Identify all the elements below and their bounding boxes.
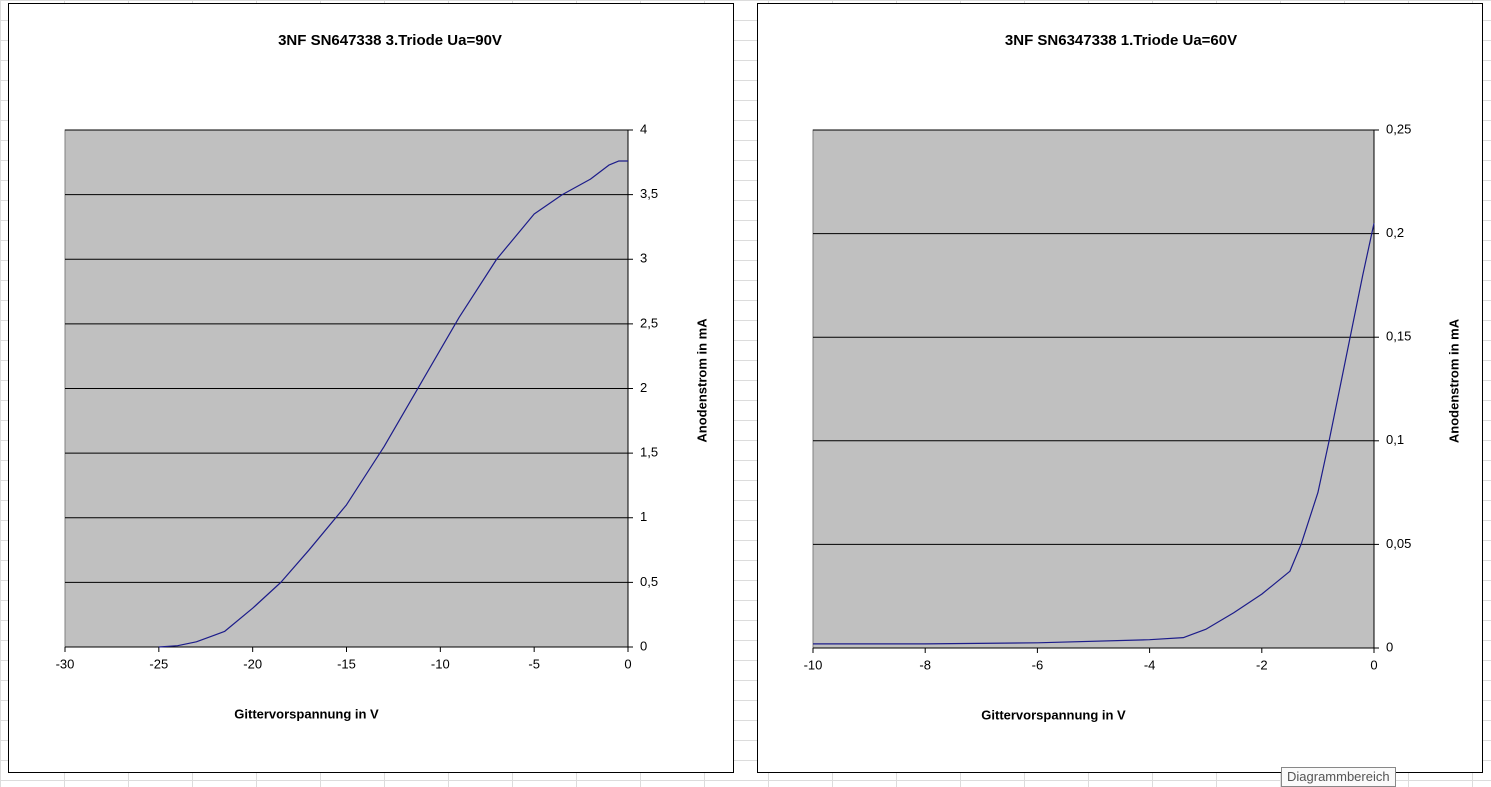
chart-title: 3NF SN6347338 1.Triode Ua=60V [1005,32,1237,49]
plot-area [812,129,1375,649]
y-tick-label: 1,5 [640,445,658,460]
x-axis-title: Gittervorspannung in V [981,707,1126,722]
x-tick-label: -10 [431,656,450,671]
y-tick-label: 2,5 [640,315,658,330]
y-axis-title: Anodenstrom in mA [1446,318,1461,443]
x-tick-label: -4 [1144,657,1156,672]
chart-title: 3NF SN647338 3.Triode Ua=90V [278,32,502,49]
x-tick-label: -6 [1032,657,1044,672]
y-tick-label: 3 [640,251,647,266]
y-tick-label: 0,25 [1386,121,1411,136]
x-tick-label: 0 [624,656,631,671]
x-tick-label: -10 [804,657,823,672]
x-tick-label: -15 [337,656,356,671]
y-tick-label: 2 [640,380,647,395]
y-tick-label: 1 [640,509,647,524]
y-tick-label: 0,05 [1386,536,1411,551]
data-line [158,160,628,648]
tooltip: Diagrammbereich [1281,767,1396,787]
data-line [813,223,1375,645]
y-tick-label: 0 [640,638,647,653]
y-tick-label: 0,5 [640,574,658,589]
y-tick-label: 4 [640,121,647,136]
y-tick-label: 0 [1386,639,1393,654]
y-tick-label: 0,2 [1386,225,1404,240]
y-tick-label: 0,15 [1386,329,1411,344]
x-tick-label: 0 [1370,657,1377,672]
x-tick-label: -20 [243,656,262,671]
x-axis-title: Gittervorspannung in V [234,706,379,721]
x-tick-label: -30 [56,656,75,671]
x-tick-label: -5 [528,656,540,671]
x-tick-label: -25 [149,656,168,671]
y-axis-title: Anodenstrom in mA [694,318,709,443]
x-tick-label: -2 [1256,657,1268,672]
y-tick-label: 3,5 [640,186,658,201]
y-tick-label: 0,1 [1386,432,1404,447]
x-tick-label: -8 [919,657,931,672]
